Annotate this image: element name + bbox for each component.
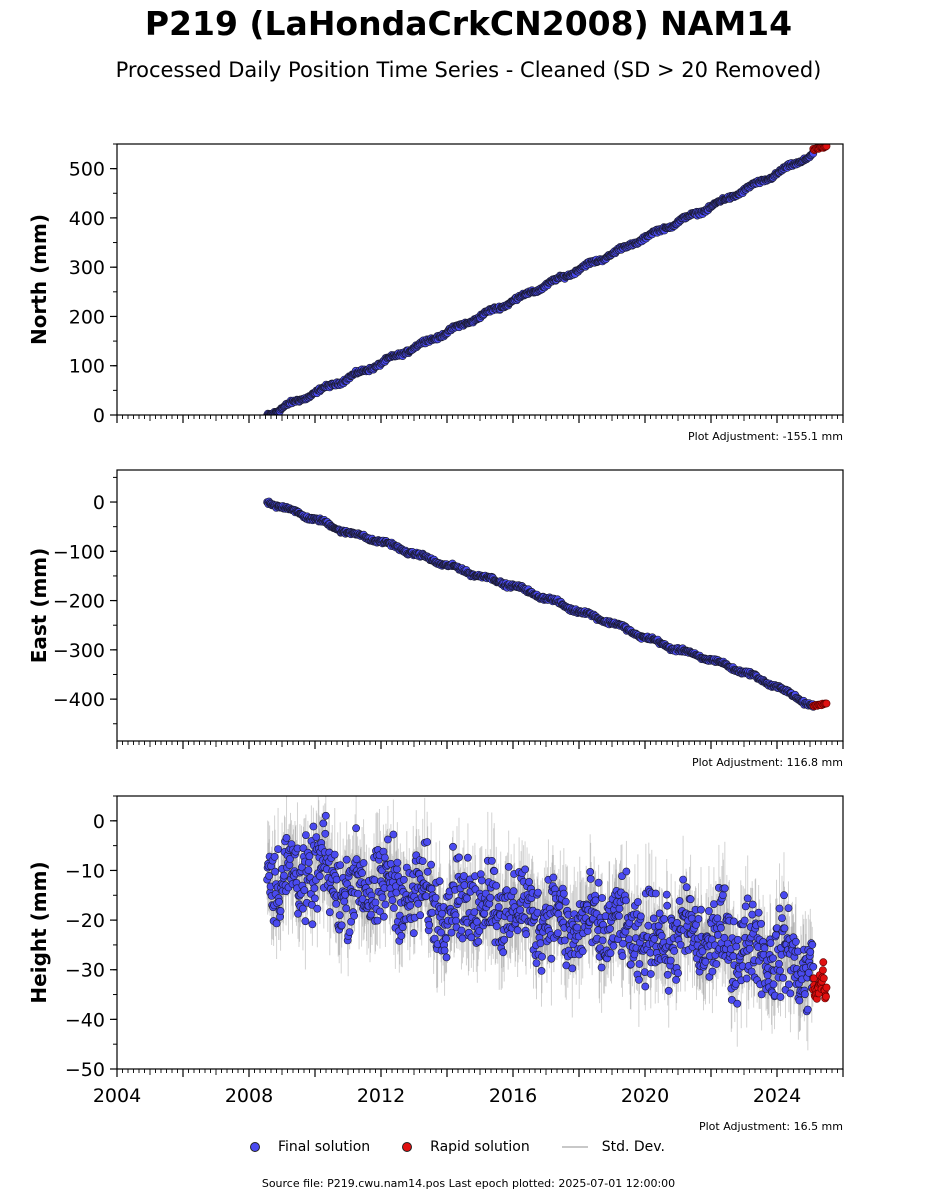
plot-adjustment-height: Plot Adjustment: 16.5 mm (699, 1120, 843, 1133)
legend-item-final: Final solution (250, 1139, 370, 1155)
panel-height: −50 −40 −30 −20 −10 0 2004 2008 2012 2016 2020 2024… (27, 795, 844, 1133)
x-tick-label: 2016 (489, 1085, 537, 1107)
y-tick-label: 500 (69, 159, 105, 181)
y-tick-label: 0 (93, 492, 105, 514)
x-tick-label: 2024 (753, 1085, 801, 1107)
x-tick-label: 2020 (621, 1085, 669, 1107)
y-axis-height: −50 −40 −30 −20 −10 0 (65, 795, 117, 1081)
y-tick-label: 200 (69, 306, 105, 328)
legend: Final solution Rapid solution Std. Dev. (250, 1136, 697, 1158)
x-axis-north (116, 415, 844, 423)
y-tick-label: 300 (69, 257, 105, 279)
plot-adjustment-east: Plot Adjustment: 116.8 mm (692, 756, 843, 769)
chart-title: P219 (LaHondaCrkCN2008) NAM14 (144, 4, 793, 43)
legend-label-std: Std. Dev. (601, 1139, 665, 1155)
rapid-solution-points-north (809, 144, 831, 154)
y-tick-label: 400 (69, 208, 105, 230)
plot-area-east (263, 497, 831, 711)
plot-area-height (263, 796, 831, 1051)
x-tick-label: 2012 (357, 1085, 405, 1107)
y-tick-label: −40 (65, 1009, 105, 1031)
axes-frame-east (116, 469, 844, 742)
panel-north: 0 100 200 300 400 500 North (mm) Plot Adjustmen… (27, 143, 844, 443)
x-tick-label: 2004 (93, 1085, 141, 1107)
y-tick-label: −20 (65, 910, 105, 932)
panel-east: −400 −300 −200 −100 0 East (mm) Plot Adjustmen… (27, 469, 844, 769)
legend-item-rapid: Rapid solution (402, 1139, 530, 1155)
y-tick-label: −30 (65, 960, 105, 982)
legend-label-rapid: Rapid solution (430, 1139, 530, 1155)
y-axis-label-north: North (mm) (27, 214, 51, 345)
plot-adjustment-north: Plot Adjustment: -155.1 mm (688, 430, 843, 443)
legend-label-final: Final solution (278, 1139, 371, 1155)
x-axis-east (116, 741, 844, 749)
y-tick-label: 100 (69, 356, 105, 378)
final-solution-points-east (263, 497, 818, 711)
y-axis-east: −400 −300 −200 −100 0 (53, 476, 117, 725)
axes-frame-north (116, 143, 844, 416)
y-tick-label: −10 (65, 860, 105, 882)
chart-subtitle: Processed Daily Position Time Series - C… (115, 58, 822, 82)
std-dev-line-icon (561, 1146, 588, 1148)
y-tick-label: −50 (65, 1059, 105, 1081)
final-solution-marker-icon (250, 1142, 260, 1152)
legend-item-std: Std. Dev. (561, 1139, 665, 1155)
rapid-solution-points-height (809, 958, 831, 1003)
y-tick-label: −200 (53, 591, 105, 613)
y-tick-label: 0 (93, 811, 105, 833)
final-solution-points-height (263, 811, 818, 1016)
y-axis-label-east: East (mm) (27, 548, 51, 664)
x-axis-height: 2004 2008 2012 2016 2020 2024 (93, 1069, 844, 1107)
y-tick-label: −400 (53, 689, 105, 711)
y-tick-label: −300 (53, 640, 105, 662)
y-axis-north: 0 100 200 300 400 500 (69, 143, 117, 427)
final-solution-points-north (263, 149, 818, 415)
source-file-note: Source file: P219.cwu.nam14.pos Last epo… (261, 1177, 676, 1190)
rapid-solution-marker-icon (402, 1142, 413, 1152)
plot-area-north (263, 144, 831, 415)
y-axis-label-height: Height (mm) (27, 861, 51, 1003)
y-tick-label: −100 (53, 541, 105, 563)
x-tick-label: 2008 (225, 1085, 273, 1107)
rapid-solution-points-east (809, 699, 831, 711)
y-tick-label: 0 (93, 405, 105, 427)
